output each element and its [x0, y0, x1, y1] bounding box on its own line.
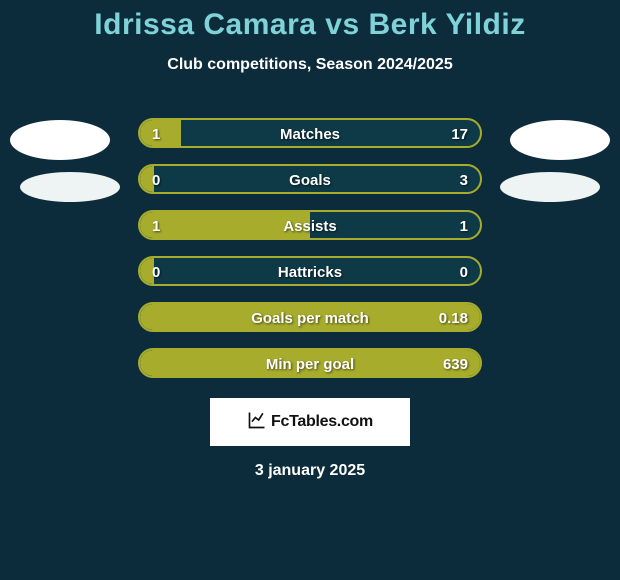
- stat-row: Assists1 1: [138, 210, 482, 240]
- avatar-left-club: [20, 172, 120, 202]
- stat-value-right: 0: [460, 258, 468, 286]
- stat-label: Matches: [140, 120, 480, 148]
- chart-icon: [247, 410, 267, 435]
- stat-row: Min per goal639: [138, 348, 482, 378]
- footer-date: 3 january 2025: [0, 462, 620, 480]
- stat-label: Goals: [140, 166, 480, 194]
- stat-label: Assists: [140, 212, 480, 240]
- stat-row: Goals0 3: [138, 164, 482, 194]
- stat-value-left: 0: [152, 258, 160, 286]
- stat-label: Hattricks: [140, 258, 480, 286]
- stat-value-left: 1: [152, 120, 160, 148]
- subtitle: Club competitions, Season 2024/2025: [0, 56, 620, 74]
- stat-row: Goals per match0.18: [138, 302, 482, 332]
- stat-value-right: 1: [460, 212, 468, 240]
- comparison-card: Idrissa Camara vs Berk Yildiz Club compe…: [0, 0, 620, 580]
- stat-row: Hattricks0 0: [138, 256, 482, 286]
- source-badge-text: FcTables.com: [271, 413, 373, 431]
- stat-row: Matches1 17: [138, 118, 482, 148]
- stat-value-left: 1: [152, 212, 160, 240]
- stat-label: Goals per match: [140, 304, 480, 332]
- avatar-left-player: [10, 120, 110, 160]
- source-badge: FcTables.com: [210, 398, 410, 446]
- stat-value-right: 17: [451, 120, 468, 148]
- stat-value-right: 0.18: [439, 304, 468, 332]
- stat-value-right: 3: [460, 166, 468, 194]
- stats-list: Matches117Goals03Assists11Hattricks00Goa…: [138, 118, 482, 378]
- stat-value-left: 0: [152, 166, 160, 194]
- stat-value-right: 639: [443, 350, 468, 378]
- stat-label: Min per goal: [140, 350, 480, 378]
- page-title: Idrissa Camara vs Berk Yildiz: [0, 0, 620, 42]
- avatar-right-club: [500, 172, 600, 202]
- avatar-right-player: [510, 120, 610, 160]
